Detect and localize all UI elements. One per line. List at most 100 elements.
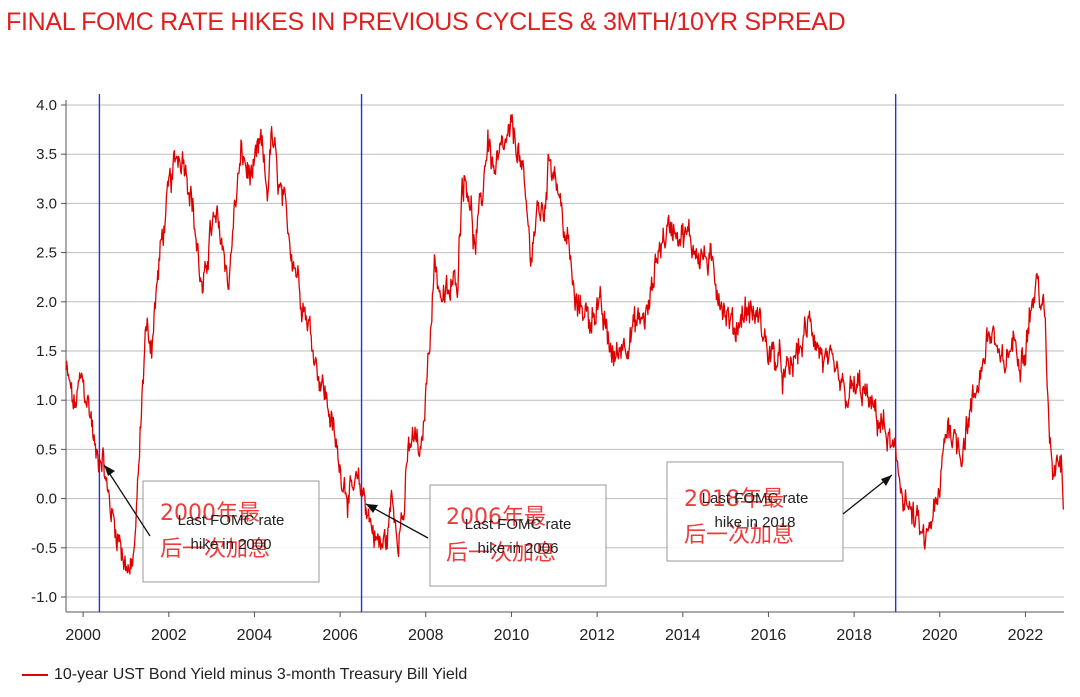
series-point <box>674 223 675 224</box>
x-tick-label: 2004 <box>237 627 273 644</box>
series-point <box>80 380 81 381</box>
series-point <box>537 213 538 214</box>
series-point <box>391 498 392 499</box>
series-point <box>802 341 803 342</box>
series-line <box>65 113 1065 575</box>
series-point <box>297 272 298 273</box>
x-tick-label: 2000 <box>65 627 101 644</box>
series-point <box>228 282 229 283</box>
series-point <box>307 321 308 322</box>
y-tick-label: 1.5 <box>36 343 57 360</box>
annotation-2018: 2018年最后一次加息 Last FOMC rate hike in 2018 <box>666 461 893 562</box>
series-point <box>357 488 358 489</box>
series-point <box>665 232 666 233</box>
series-point <box>271 134 272 135</box>
annotation-2018-en: Last FOMC rate hike in 2018 <box>702 490 809 531</box>
series-point <box>131 577 132 578</box>
series-point <box>776 360 777 361</box>
series-point <box>183 154 184 155</box>
series-point <box>931 518 932 519</box>
series-point <box>70 390 71 391</box>
series-point <box>691 242 692 243</box>
annotation-2006-en: Last FOMC rate hike in 2006 <box>465 516 572 557</box>
series-point <box>682 232 683 233</box>
series-point <box>993 331 994 332</box>
series-point <box>380 547 381 548</box>
series-point <box>397 528 398 529</box>
series-point <box>65 370 66 371</box>
series-point <box>862 390 863 391</box>
series-point <box>372 528 373 529</box>
series-point <box>845 400 846 401</box>
series-point <box>235 203 236 204</box>
series-point <box>1063 508 1064 509</box>
series-point <box>794 360 795 361</box>
series-point <box>415 439 416 440</box>
series-point <box>247 173 248 174</box>
series-point <box>569 252 570 253</box>
series-point <box>543 213 544 214</box>
series-point <box>434 262 435 263</box>
series-point <box>974 400 975 401</box>
series-point <box>1057 449 1058 450</box>
annotation-2006-arrow <box>365 503 429 539</box>
series-point <box>639 321 640 322</box>
series-point <box>944 439 945 440</box>
series-point <box>924 547 925 548</box>
series-point <box>481 203 482 204</box>
series-point <box>939 498 940 499</box>
series-point <box>896 469 897 470</box>
series-point <box>427 360 428 361</box>
legend: 10-year UST Bond Yield minus 3-month Tre… <box>22 666 467 684</box>
series-point <box>937 508 938 509</box>
series-point <box>1044 321 1045 322</box>
x-tick-label: 2010 <box>494 627 530 644</box>
series-point <box>725 311 726 312</box>
y-tick-label: 4.0 <box>36 97 57 114</box>
annotation-2018-box <box>666 461 844 562</box>
series-point <box>648 311 649 312</box>
series-point <box>999 370 1000 371</box>
series-point <box>871 409 872 410</box>
series-point <box>286 223 287 224</box>
series-point <box>1038 282 1039 283</box>
x-tick-label: 2018 <box>836 627 872 644</box>
series-point <box>588 321 589 322</box>
series-point <box>95 459 96 460</box>
series-point <box>87 400 88 401</box>
series-point <box>562 223 563 224</box>
series-point <box>254 173 255 174</box>
series-point <box>151 341 152 342</box>
series-point <box>138 469 139 470</box>
series-point <box>879 419 880 420</box>
series-point <box>614 360 615 361</box>
y-tick-label: 2.5 <box>36 245 57 262</box>
series-point <box>622 341 623 342</box>
annotation-2006-zh: 2006年最后一次加息 <box>446 505 556 566</box>
y-tick-label: -0.5 <box>31 540 57 557</box>
series-point <box>113 518 114 519</box>
y-tick-label: 0.5 <box>36 441 57 458</box>
series-point <box>209 232 210 233</box>
series-point <box>575 311 576 312</box>
series-point <box>128 567 129 568</box>
series-point <box>631 331 632 332</box>
series-point <box>363 493 364 494</box>
series-point <box>582 301 583 302</box>
series-point <box>102 449 103 450</box>
x-axis-ticks: 2000 2002 2004 2006 2008 2010 2012 2014 2016 2018… <box>65 612 1043 644</box>
series-point <box>785 380 786 381</box>
series-point <box>734 331 735 332</box>
series-point <box>759 321 760 322</box>
series-point <box>511 134 512 135</box>
series-point <box>854 390 855 391</box>
series-point <box>751 311 752 312</box>
y-tick-label: 3.0 <box>36 195 57 212</box>
x-tick-label: 2014 <box>665 627 701 644</box>
chart-title: FINAL FOMC RATE HIKES IN PREVIOUS CYCLES… <box>6 8 846 36</box>
series-point <box>980 370 981 371</box>
annotation-2000: 2000年最后一次加息 Last FOMC rate hike in 2000 <box>103 464 320 583</box>
series-point <box>948 419 949 420</box>
series-point <box>699 252 700 253</box>
series-point <box>442 301 443 302</box>
